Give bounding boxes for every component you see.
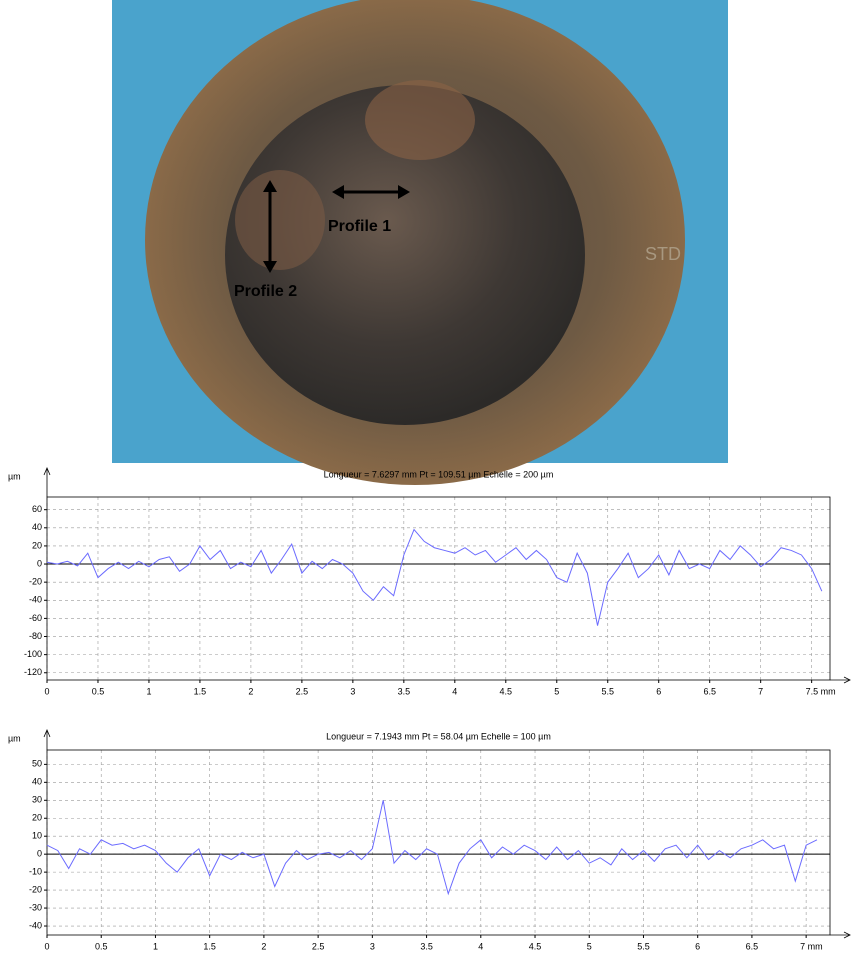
profile-label: Profile 1 [328, 218, 391, 235]
arrow-head [43, 466, 51, 476]
x-tick-label: 4 [452, 686, 457, 696]
x-tick-label: 2 [248, 686, 253, 696]
x-tick-label: 1.5 [194, 686, 207, 696]
arrow-heads [263, 180, 410, 273]
x-tick-label: 2 [261, 941, 266, 951]
y-tick-label: -30 [29, 902, 42, 912]
stamp: STD [645, 244, 681, 264]
profile-arrows [268, 188, 402, 265]
x-tick-label: 7 mm [800, 941, 823, 951]
arrow-head [843, 676, 851, 684]
y-tick-label: -60 [29, 613, 42, 623]
deposit [365, 80, 475, 160]
y-tick-label: 0 [37, 849, 42, 859]
x-tick-label: 3 [350, 686, 355, 696]
x-tick-label: 1.5 [203, 941, 216, 951]
x-tick-label: 0 [44, 941, 49, 951]
y-tick-label: 50 [32, 759, 42, 769]
y-tick-label: -10 [29, 867, 42, 877]
y-tick-label: -120 [24, 667, 42, 677]
arrow-head [843, 931, 851, 939]
x-tick-label: 3.5 [420, 941, 433, 951]
profile-line [46, 800, 818, 896]
plot-frame [46, 749, 831, 936]
plot-frame [46, 496, 831, 681]
x-tick-label: 0.5 [92, 686, 105, 696]
y-tick-label: -100 [24, 649, 42, 659]
x-tick-label: 5 [587, 941, 592, 951]
x-tick-label: 6.5 [703, 686, 716, 696]
x-tick-label: 5.5 [637, 941, 650, 951]
x-tick-label: 7 [758, 686, 763, 696]
profile-label: Profile 2 [234, 283, 297, 300]
y-tick-label: 0 [37, 558, 42, 568]
photo: STD Profile 1 Profile 2 [112, 0, 728, 485]
piston-crown [225, 85, 585, 425]
y-tick-label: 10 [32, 831, 42, 841]
x-tick-label: 4.5 [500, 686, 513, 696]
y-tick-label: -20 [29, 884, 42, 894]
x-tick-label: 6 [695, 941, 700, 951]
x-tick-label: 4.5 [529, 941, 542, 951]
y-tick-label: 20 [32, 813, 42, 823]
y-tick-label: -80 [29, 631, 42, 641]
y-tick-label: 60 [32, 504, 42, 514]
y-tick-label: 40 [32, 777, 42, 787]
x-tick-label: 1 [146, 686, 151, 696]
x-tick-label: 6.5 [746, 941, 759, 951]
x-tick-label: 2.5 [296, 686, 309, 696]
y-axis-label: µm [8, 733, 21, 743]
x-tick-label: 0 [44, 686, 49, 696]
x-tick-label: 5 [554, 686, 559, 696]
x-tick-label: 5.5 [601, 686, 614, 696]
x-tick-label: 7.5 mm [806, 686, 836, 696]
deposit [235, 170, 325, 270]
y-tick-label: 30 [32, 795, 42, 805]
x-tick-label: 2.5 [312, 941, 325, 951]
y-tick-label: -40 [29, 920, 42, 930]
x-tick-label: 3.5 [398, 686, 411, 696]
x-tick-label: 6 [656, 686, 661, 696]
arrow-head [43, 728, 51, 738]
y-tick-label: -40 [29, 595, 42, 605]
y-tick-label: -20 [29, 577, 42, 587]
x-tick-label: 4 [478, 941, 483, 951]
chart-title: Longueur = 7.6297 mm Pt = 109.51 µm Eche… [324, 469, 554, 479]
x-tick-label: 3 [370, 941, 375, 951]
y-axis-label: µm [8, 471, 21, 481]
profile-line [46, 528, 823, 626]
y-tick-label: 20 [32, 540, 42, 550]
y-tick-label: 40 [32, 522, 42, 532]
chart-title: Longueur = 7.1943 mm Pt = 58.04 µm Echel… [326, 731, 551, 741]
x-tick-label: 0.5 [95, 941, 108, 951]
x-tick-label: 1 [153, 941, 158, 951]
